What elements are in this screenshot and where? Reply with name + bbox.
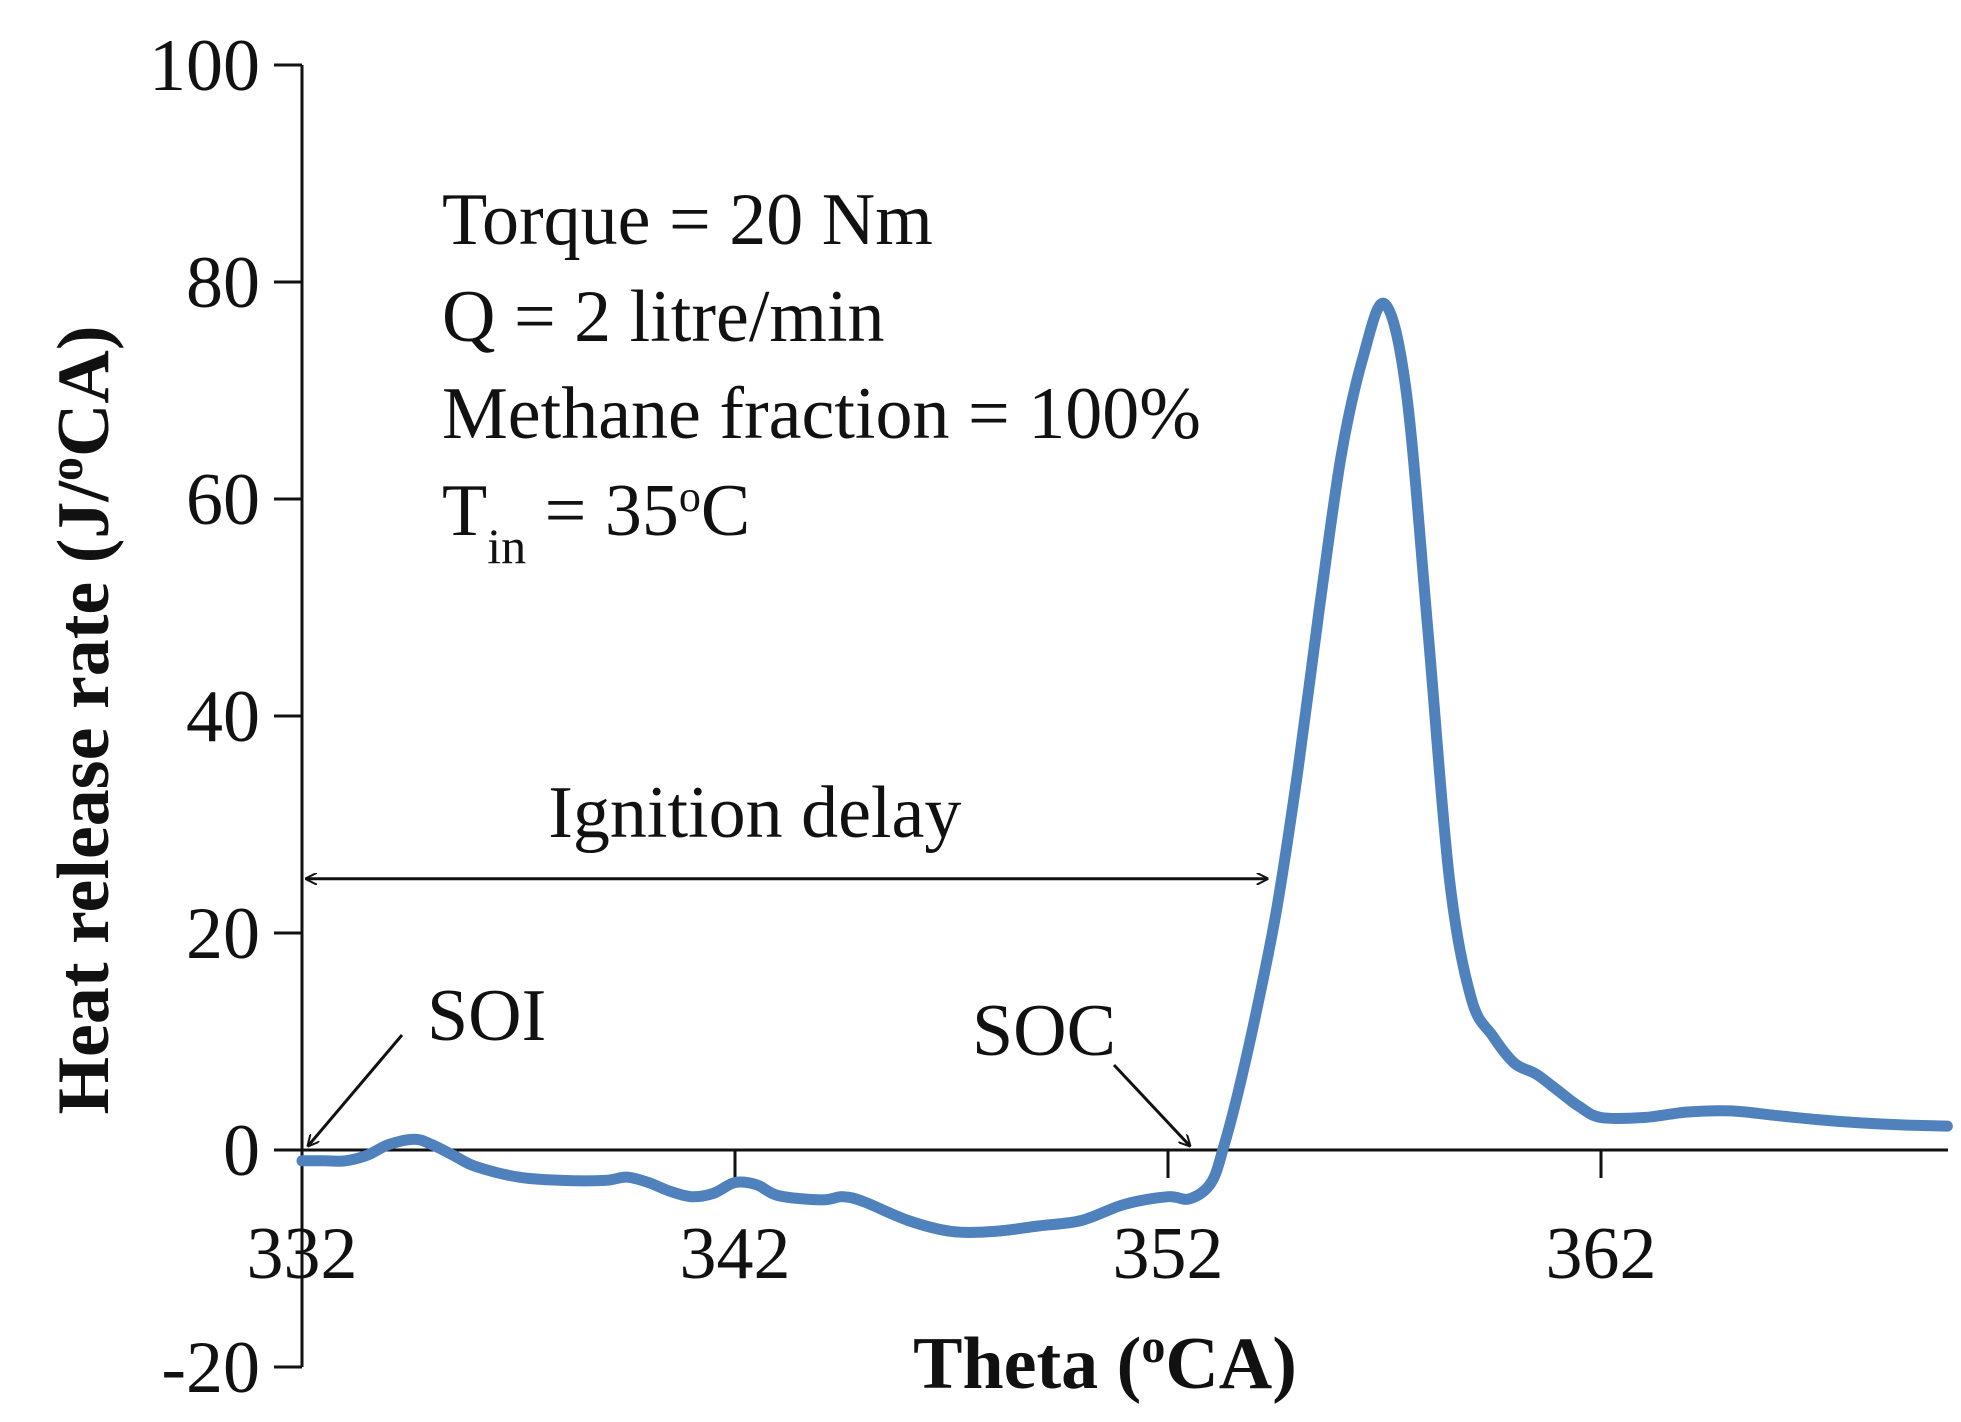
y-tick-label: 100 bbox=[149, 25, 260, 107]
tin-unit: C bbox=[701, 470, 750, 552]
x-tick-label: 332 bbox=[247, 1213, 358, 1295]
soi-arrow bbox=[308, 1034, 404, 1146]
tin-value: = 35 bbox=[526, 470, 679, 552]
conditions-legend: Torque = 20 Nm Q = 2 litre/min Methane f… bbox=[442, 179, 1201, 574]
y-tick-label: 60 bbox=[186, 459, 260, 541]
y-tick-label: 0 bbox=[223, 1110, 260, 1192]
series-heat-release-line bbox=[296, 297, 1953, 1238]
x-title-main: Theta ( bbox=[913, 1323, 1141, 1405]
soc-arrow bbox=[1112, 1063, 1190, 1146]
tin-sub: in bbox=[487, 518, 526, 574]
soi-label: SOI bbox=[427, 975, 546, 1057]
y-axis-ticks: -20 0 20 40 60 80 100 bbox=[149, 25, 302, 1409]
x-axis-title: Theta (oCA) bbox=[913, 1320, 1297, 1406]
y-title-main: Heat release rate (J/ bbox=[43, 480, 125, 1115]
x-axis-ticks: 332 342 352 362 bbox=[247, 1150, 1657, 1295]
y-axis-title: Heat release rate (J/oCA) bbox=[40, 325, 126, 1114]
x-title-sup: o bbox=[1141, 1320, 1165, 1373]
x-tick-label: 352 bbox=[1113, 1213, 1224, 1295]
tin-main: T bbox=[442, 470, 487, 552]
x-tick-label: 342 bbox=[680, 1213, 791, 1295]
tin-sup: o bbox=[679, 472, 701, 521]
soc-label: SOC bbox=[972, 990, 1116, 1072]
x-tick-label: 362 bbox=[1546, 1213, 1657, 1295]
condition-torque: Torque = 20 Nm bbox=[442, 179, 933, 261]
condition-methane: Methane fraction = 100% bbox=[442, 373, 1201, 455]
y-title-tail: CA) bbox=[43, 325, 125, 457]
y-tick-label: 40 bbox=[186, 676, 260, 758]
condition-flow: Q = 2 litre/min bbox=[442, 276, 885, 358]
ignition-delay-label: Ignition delay bbox=[548, 772, 961, 854]
y-tick-label: 20 bbox=[186, 893, 260, 975]
y-title-sup: o bbox=[40, 457, 93, 481]
y-tick-label: 80 bbox=[186, 242, 260, 324]
y-tick-label: -20 bbox=[161, 1327, 260, 1409]
condition-intake-temp: Tin = 35oC bbox=[442, 470, 750, 574]
x-title-tail: CA) bbox=[1165, 1323, 1297, 1405]
